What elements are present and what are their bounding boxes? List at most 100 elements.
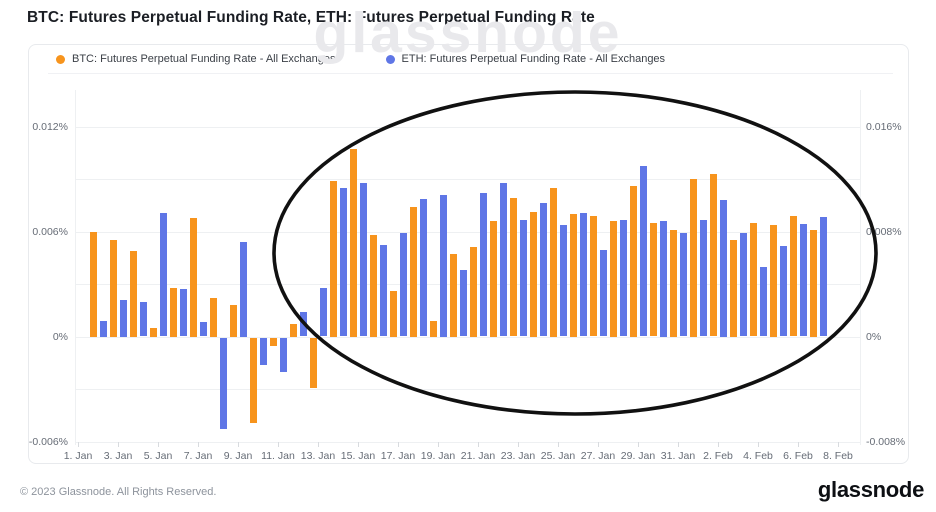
eth-bar-29-Jan[interactable] xyxy=(639,165,647,337)
y-axis-right-label: 0.008% xyxy=(866,225,902,238)
x-axis-label: 5. Jan xyxy=(143,450,173,462)
btc-bar-7-Feb[interactable] xyxy=(809,229,817,337)
x-axis-label: 7. Jan xyxy=(183,450,213,462)
eth-bar-4-Feb[interactable] xyxy=(759,266,767,337)
eth-bar-7-Feb[interactable] xyxy=(819,217,827,337)
x-axis-tick xyxy=(358,441,359,447)
eth-bar-27-Jan[interactable] xyxy=(599,249,607,337)
btc-bar-24-Jan[interactable] xyxy=(529,212,537,337)
legend-item-eth[interactable]: ETH: Futures Perpetual Funding Rate - Al… xyxy=(385,53,665,65)
btc-bar-28-Jan[interactable] xyxy=(609,221,617,337)
btc-bar-18-Jan[interactable] xyxy=(409,207,417,337)
btc-bar-12-Jan[interactable] xyxy=(289,324,297,337)
eth-bar-25-Jan[interactable] xyxy=(559,224,567,337)
eth-bar-1-Feb[interactable] xyxy=(699,219,707,337)
btc-bar-9-Jan[interactable] xyxy=(229,305,237,337)
eth-bar-3-Feb[interactable] xyxy=(739,232,747,337)
eth-bar-20-Jan[interactable] xyxy=(459,269,467,337)
btc-bar-6-Feb[interactable] xyxy=(789,215,797,337)
x-axis-tick xyxy=(638,441,639,447)
gridline xyxy=(75,441,860,443)
x-axis-tick xyxy=(238,441,239,447)
btc-bar-31-Jan[interactable] xyxy=(669,229,677,337)
eth-bar-2-Feb[interactable] xyxy=(719,200,727,337)
btc-bar-22-Jan[interactable] xyxy=(489,221,497,337)
btc-bar-1-Feb[interactable] xyxy=(689,179,697,337)
eth-bar-10-Jan[interactable] xyxy=(259,337,267,366)
btc-bar-20-Jan[interactable] xyxy=(449,254,457,337)
btc-bar-4-Jan[interactable] xyxy=(129,250,137,337)
eth-bar-18-Jan[interactable] xyxy=(419,198,427,337)
eth-bar-15-Jan[interactable] xyxy=(359,182,367,337)
eth-bar-4-Jan[interactable] xyxy=(139,302,147,337)
eth-bar-21-Jan[interactable] xyxy=(479,193,487,337)
eth-bar-3-Jan[interactable] xyxy=(119,299,127,337)
legend-item-btc[interactable]: BTC: Futures Perpetual Funding Rate - Al… xyxy=(56,53,336,65)
eth-bar-11-Jan[interactable] xyxy=(279,337,287,372)
btc-bar-4-Feb[interactable] xyxy=(749,222,757,337)
btc-bar-2-Feb[interactable] xyxy=(709,173,717,337)
btc-bar-6-Jan[interactable] xyxy=(169,287,177,337)
eth-bar-28-Jan[interactable] xyxy=(619,219,627,337)
eth-bar-24-Jan[interactable] xyxy=(539,202,547,337)
x-axis-tick xyxy=(558,441,559,447)
eth-bar-12-Jan[interactable] xyxy=(299,311,307,337)
eth-bar-17-Jan[interactable] xyxy=(399,232,407,337)
btc-bar-26-Jan[interactable] xyxy=(569,214,577,337)
eth-bar-14-Jan[interactable] xyxy=(339,188,347,337)
btc-bar-3-Jan[interactable] xyxy=(109,240,117,337)
x-axis-tick xyxy=(798,441,799,447)
btc-bar-19-Jan[interactable] xyxy=(429,320,437,337)
gridline xyxy=(75,389,860,390)
eth-bar-5-Feb[interactable] xyxy=(779,245,787,337)
btc-bar-30-Jan[interactable] xyxy=(649,222,657,337)
y-axis-right-label: 0.016% xyxy=(866,120,902,133)
x-axis-tick xyxy=(278,441,279,447)
btc-bar-10-Jan[interactable] xyxy=(249,337,257,424)
btc-bar-8-Jan[interactable] xyxy=(209,298,217,337)
x-axis-label: 11. Jan xyxy=(261,450,295,462)
legend: BTC: Futures Perpetual Funding Rate - Al… xyxy=(56,53,665,65)
btc-bar-11-Jan[interactable] xyxy=(269,337,277,347)
page-title: BTC: Futures Perpetual Funding Rate, ETH… xyxy=(27,9,595,26)
eth-bar-9-Jan[interactable] xyxy=(239,242,247,337)
btc-bar-25-Jan[interactable] xyxy=(549,187,557,337)
eth-bar-13-Jan[interactable] xyxy=(319,287,327,337)
x-axis-tick xyxy=(78,441,79,447)
btc-bar-7-Jan[interactable] xyxy=(189,217,197,337)
btc-bar-29-Jan[interactable] xyxy=(629,186,637,337)
btc-bar-2-Jan[interactable] xyxy=(89,231,97,337)
btc-bar-13-Jan[interactable] xyxy=(309,337,317,389)
btc-bar-21-Jan[interactable] xyxy=(469,247,477,337)
eth-bar-26-Jan[interactable] xyxy=(579,213,587,337)
btc-bar-5-Feb[interactable] xyxy=(769,224,777,337)
eth-bar-7-Jan[interactable] xyxy=(199,322,207,337)
eth-bar-6-Jan[interactable] xyxy=(179,289,187,337)
eth-bar-30-Jan[interactable] xyxy=(659,221,667,337)
btc-bar-15-Jan[interactable] xyxy=(349,149,357,337)
eth-bar-6-Feb[interactable] xyxy=(799,223,807,337)
btc-bar-23-Jan[interactable] xyxy=(509,198,517,337)
eth-bar-31-Jan[interactable] xyxy=(679,232,687,337)
btc-bar-14-Jan[interactable] xyxy=(329,180,337,337)
btc-bar-16-Jan[interactable] xyxy=(369,235,377,337)
legend-divider xyxy=(48,73,893,74)
btc-bar-27-Jan[interactable] xyxy=(589,215,597,337)
eth-bar-5-Jan[interactable] xyxy=(159,213,167,337)
eth-bar-16-Jan[interactable] xyxy=(379,244,387,337)
eth-bar-19-Jan[interactable] xyxy=(439,194,447,337)
eth-bar-8-Jan[interactable] xyxy=(219,337,227,430)
x-axis-label: 29. Jan xyxy=(620,450,656,462)
x-axis-label: 9. Jan xyxy=(223,450,253,462)
x-axis-tick xyxy=(838,441,839,447)
x-axis-label: 2. Feb xyxy=(703,450,733,462)
eth-bar-22-Jan[interactable] xyxy=(499,182,507,337)
x-axis-tick xyxy=(158,441,159,447)
eth-bar-2-Jan[interactable] xyxy=(99,320,107,337)
btc-bar-17-Jan[interactable] xyxy=(389,291,397,337)
eth-bar-23-Jan[interactable] xyxy=(519,219,527,337)
btc-bar-3-Feb[interactable] xyxy=(729,240,737,337)
btc-bar-5-Jan[interactable] xyxy=(149,327,157,337)
x-axis-label: 15. Jan xyxy=(340,450,376,462)
legend-label-btc: BTC: Futures Perpetual Funding Rate - Al… xyxy=(72,53,336,65)
